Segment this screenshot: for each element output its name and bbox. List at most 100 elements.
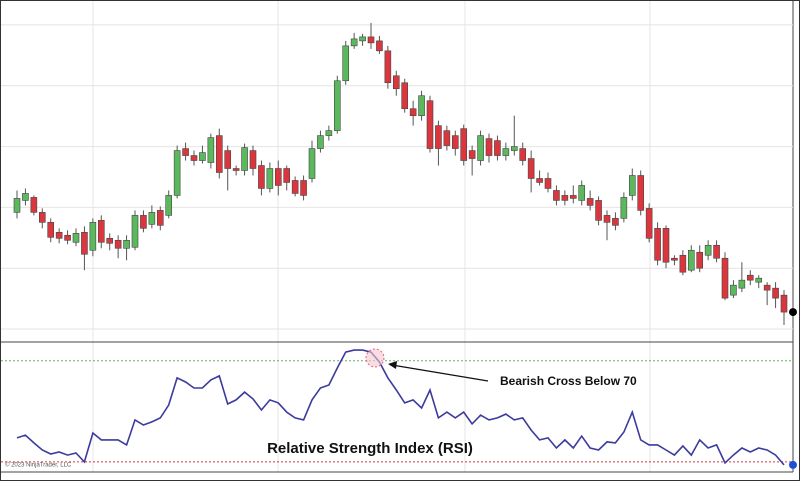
candle-body — [755, 277, 763, 283]
candle-body — [114, 239, 122, 249]
candle-body — [359, 36, 366, 42]
candle-body — [468, 150, 476, 159]
candle-body — [291, 180, 299, 194]
candle-body — [578, 185, 586, 201]
candle-body — [266, 168, 274, 189]
candle-body — [595, 200, 602, 221]
candle-body — [485, 138, 493, 156]
candle-body — [81, 232, 88, 255]
candle-body — [721, 257, 729, 299]
candle-body — [241, 147, 248, 171]
candle-body — [173, 150, 181, 196]
candle-body — [502, 148, 510, 156]
candle-body — [494, 140, 501, 156]
candle-body — [746, 274, 754, 281]
candle-body — [55, 232, 63, 239]
candle-body — [308, 148, 316, 179]
candle-body — [106, 238, 114, 244]
candle-body — [333, 80, 341, 131]
candle-body — [325, 130, 333, 136]
candle-body — [443, 130, 451, 146]
candle-body — [519, 148, 527, 161]
candle-body — [30, 197, 38, 213]
panel-title: Relative Strength Index (RSI) — [267, 440, 473, 457]
candle-body — [367, 36, 375, 44]
candle-body — [401, 82, 409, 109]
candle-body — [553, 190, 560, 201]
candle-body — [435, 125, 442, 149]
candle-body — [544, 178, 552, 189]
candle-body — [586, 198, 594, 206]
candle-body — [249, 150, 257, 169]
candle-body — [704, 244, 712, 256]
candle-body — [763, 284, 771, 291]
annotation-arrow — [391, 364, 489, 382]
candle-body — [64, 235, 71, 241]
candle-body — [738, 279, 746, 289]
candle-body — [687, 249, 695, 271]
candle-body — [620, 197, 628, 219]
candle-body — [89, 222, 97, 251]
candle-body — [342, 45, 350, 82]
candle-body — [72, 233, 80, 243]
annotation-text: Bearish Cross Below 70 — [500, 374, 637, 388]
candle-body — [258, 165, 265, 189]
candle-body — [384, 50, 392, 84]
candle-body — [645, 208, 653, 239]
candle-body — [224, 150, 232, 169]
candle-body — [527, 158, 535, 179]
copyright: © 2023 NinjaTrader, LLC — [5, 462, 72, 469]
candle-body — [156, 210, 164, 226]
candle-body — [696, 251, 704, 269]
candle-body — [612, 218, 619, 226]
candle-body — [654, 228, 661, 261]
candle-body — [165, 195, 173, 216]
candle-body — [182, 148, 189, 156]
candle-body — [22, 193, 29, 201]
candle-body — [376, 40, 383, 52]
candle-body — [418, 95, 425, 116]
candle-body — [730, 284, 737, 296]
candle-body — [561, 195, 569, 201]
candle-body — [38, 212, 46, 223]
candle-body — [140, 215, 147, 229]
candle-body — [536, 178, 543, 183]
candle-body — [215, 135, 223, 173]
candle-body — [713, 244, 720, 259]
candle-body — [274, 168, 282, 186]
rsi-line — [16, 349, 785, 466]
candle-body — [13, 198, 21, 213]
candle-body — [190, 155, 198, 161]
candle-body — [148, 212, 156, 225]
arrow-head — [388, 361, 397, 369]
candle-body — [283, 168, 291, 183]
candle-body — [451, 135, 459, 149]
last-rsi-dot — [789, 460, 797, 469]
cross-marker — [365, 348, 385, 368]
candle-body — [47, 222, 55, 238]
candle-body — [780, 294, 788, 313]
plot — [1, 22, 797, 469]
candle-body — [300, 180, 307, 196]
candle-body — [131, 215, 139, 248]
candle-body — [772, 287, 779, 299]
candle-body — [637, 175, 645, 211]
last-price-dot — [789, 308, 797, 317]
candle-body — [207, 137, 215, 163]
candle-body — [350, 38, 358, 47]
candle-body — [460, 128, 468, 161]
candle-body — [409, 108, 417, 116]
candle-body — [679, 254, 687, 273]
candle-body — [671, 257, 678, 261]
candle-body — [569, 195, 577, 199]
candle-body — [123, 239, 130, 249]
candle-body — [392, 75, 400, 90]
candle-body — [426, 100, 434, 149]
candle-body — [97, 220, 105, 243]
candle-body — [199, 152, 206, 161]
candle-body — [603, 215, 611, 223]
candle-body — [662, 228, 670, 263]
candle-body — [317, 135, 324, 149]
